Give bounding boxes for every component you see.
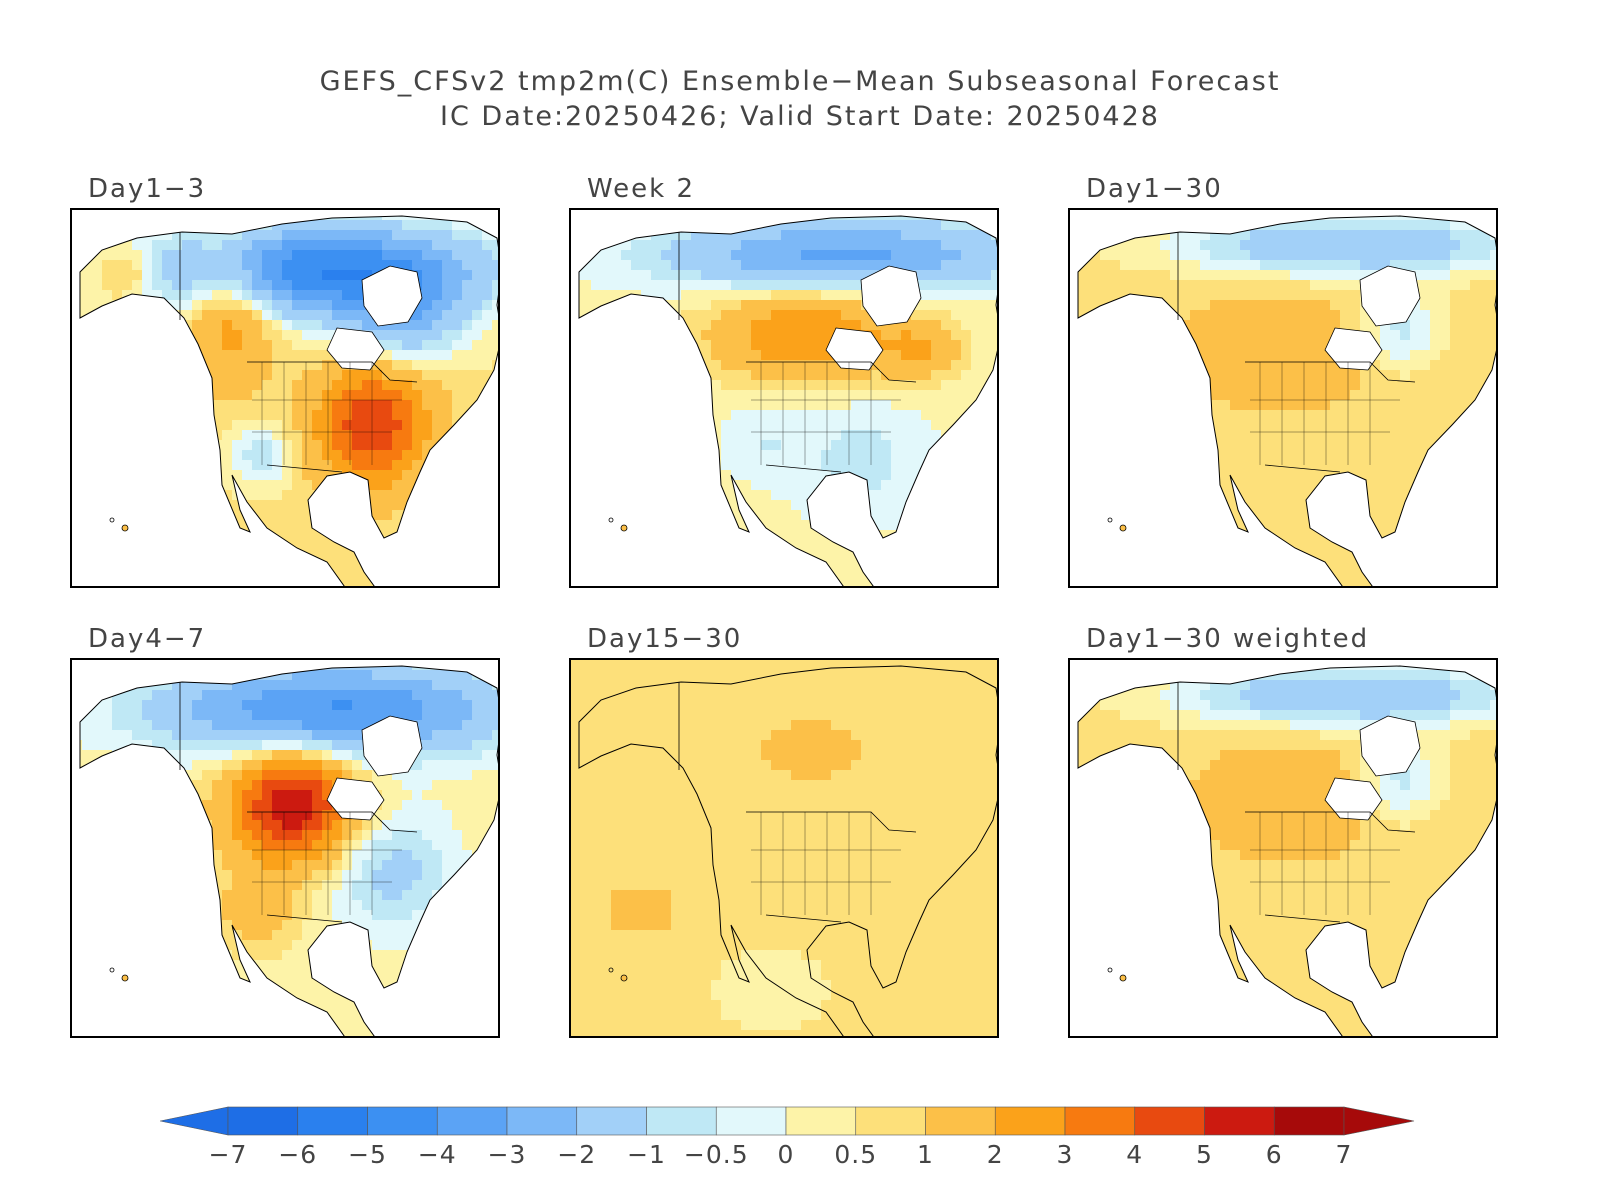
temperature-field [80, 216, 498, 586]
map-canvas [571, 660, 997, 1036]
colorbar-bin [576, 1106, 647, 1136]
colorbar-bin [297, 1106, 368, 1136]
colorbar-tick-label: 6 [1265, 1140, 1283, 1169]
colorbar-min-arrow [160, 1106, 229, 1136]
map-panel-day4-7: Day4−7 [70, 624, 500, 1038]
map-canvas [79, 665, 498, 1036]
map-frame [569, 208, 999, 588]
colorbar-tick-label: 3 [1056, 1140, 1074, 1169]
panel-label: Day1−3 [88, 174, 207, 204]
colorbar-tick-label: −0.5 [683, 1140, 749, 1169]
panel-label: Day1−30 [1086, 174, 1223, 204]
map-panel-day1-30: Day1−30 [1068, 174, 1498, 588]
map-frame [1068, 208, 1498, 588]
colorbar-bin [855, 1106, 926, 1136]
map-frame [569, 658, 999, 1038]
map-panel-day1-30-weighted: Day1−30 weighted [1068, 624, 1498, 1038]
panel-label: Week 2 [587, 174, 696, 204]
map-canvas [578, 215, 997, 586]
colorbar-tick-label: −5 [348, 1140, 387, 1169]
colorbar-bin [994, 1106, 1066, 1136]
temperature-field [579, 216, 997, 586]
colorbar-bin [715, 1106, 787, 1136]
temperature-field [80, 666, 498, 1036]
map-panel-day15-30: Day15−30 [569, 624, 999, 1038]
map-canvas [79, 215, 498, 586]
colorbar-tick-label: −2 [557, 1140, 597, 1169]
map-panel-day1-3: Day1−3 [70, 174, 500, 588]
colorbar-bin [1204, 1106, 1275, 1136]
map-canvas [1077, 665, 1496, 1036]
colorbar-bin [367, 1106, 438, 1136]
colorbar-tick-label: 0 [777, 1140, 795, 1169]
colorbar-bin [1134, 1106, 1205, 1136]
colorbar-tick-label: 4 [1126, 1140, 1144, 1169]
map-panel-week2: Week 2 [569, 174, 999, 588]
panel-label: Day1−30 weighted [1086, 624, 1370, 654]
map-frame [70, 208, 500, 588]
colorbar-max-arrow [1343, 1106, 1415, 1136]
colorbar-tick-label: −7 [208, 1140, 248, 1169]
colorbar-bin [506, 1106, 578, 1136]
colorbar-tick-label: −3 [487, 1140, 527, 1169]
figure-title: GEFS_CFSv2 tmp2m(C) Ensemble−Mean Subsea… [319, 66, 1281, 97]
colorbar [160, 1106, 1415, 1136]
figure-subtitle: IC Date:20250426; Valid Start Date: 2025… [440, 101, 1160, 132]
temperature-field [571, 660, 997, 1036]
colorbar-tick-label: 5 [1196, 1140, 1213, 1169]
colorbar-bin [1064, 1106, 1136, 1136]
panel-label: Day15−30 [587, 624, 743, 654]
colorbar-tick-label: 7 [1335, 1140, 1353, 1169]
colorbar-bin [646, 1106, 717, 1136]
colorbar-tick-label: 1 [917, 1140, 934, 1169]
map-canvas [1077, 215, 1496, 586]
colorbar-tick-label: −1 [627, 1140, 666, 1169]
map-frame [70, 658, 500, 1038]
temperature-field [1078, 216, 1496, 586]
colorbar-tick-label: −4 [417, 1140, 457, 1169]
colorbar-tick-label: −6 [278, 1140, 318, 1169]
colorbar-bin [785, 1106, 857, 1136]
map-frame [1068, 658, 1498, 1038]
panel-label: Day4−7 [88, 624, 207, 654]
temperature-field [1078, 666, 1496, 1036]
colorbar-bin [227, 1106, 299, 1136]
colorbar-bin [1273, 1106, 1345, 1136]
colorbar-tick-label: 0.5 [834, 1140, 878, 1169]
colorbar-tick-label: 2 [986, 1140, 1004, 1169]
colorbar-bin [925, 1106, 996, 1136]
colorbar-bin [436, 1106, 508, 1136]
